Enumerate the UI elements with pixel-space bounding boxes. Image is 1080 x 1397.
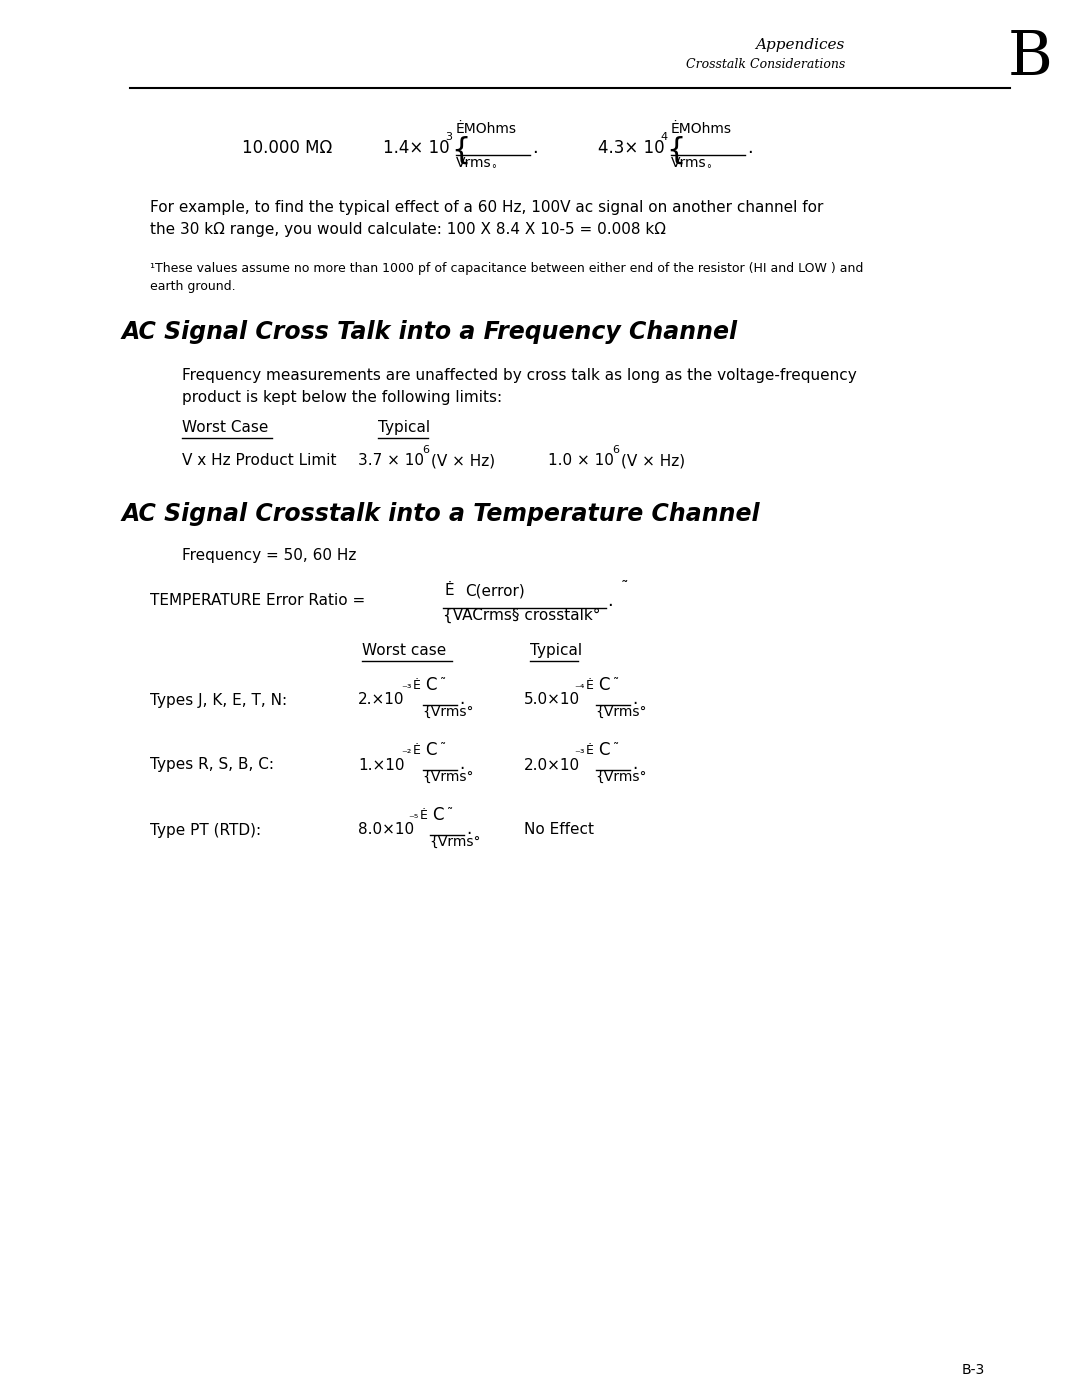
Text: ˜: ˜ (447, 807, 454, 820)
Text: °: ° (706, 163, 711, 175)
Text: ⁻⁴: ⁻⁴ (573, 685, 584, 694)
Text: No Effect: No Effect (524, 823, 594, 837)
Text: ˜: ˜ (440, 678, 446, 690)
Text: 4: 4 (660, 131, 667, 142)
Text: C: C (426, 676, 436, 694)
Text: Vrms: Vrms (671, 156, 706, 170)
Text: Frequency measurements are unaffected by cross talk as long as the voltage-frequ: Frequency measurements are unaffected by… (183, 367, 856, 383)
Text: {Vrms°: {Vrms° (595, 705, 647, 719)
Text: B-3: B-3 (962, 1363, 985, 1377)
Text: C: C (598, 740, 609, 759)
Text: V x Hz Product Limit: V x Hz Product Limit (183, 453, 337, 468)
Text: 5.0×10: 5.0×10 (524, 693, 580, 707)
Text: 6: 6 (612, 446, 619, 455)
Text: {Vrms°: {Vrms° (422, 770, 473, 784)
Text: For example, to find the typical effect of a 60 Hz, 100V ac signal on another ch: For example, to find the typical effect … (150, 200, 823, 215)
Text: 3.7 × 10: 3.7 × 10 (357, 453, 424, 468)
Text: ⁻⁵: ⁻⁵ (408, 814, 418, 824)
Text: Ė: Ė (413, 679, 421, 692)
Text: ⁻³: ⁻³ (401, 685, 411, 694)
Text: {Vrms°: {Vrms° (422, 705, 473, 719)
Text: Types J, K, E, T, N:: Types J, K, E, T, N: (150, 693, 287, 707)
Text: earth ground.: earth ground. (150, 279, 235, 293)
Text: B: B (1008, 28, 1052, 88)
Text: 1.4× 10: 1.4× 10 (383, 138, 449, 156)
Text: {Vrms°: {Vrms° (429, 835, 481, 849)
Text: the 30 kΩ range, you would calculate: 100 X 8.4 X 10-5 = 0.008 kΩ: the 30 kΩ range, you would calculate: 10… (150, 222, 666, 237)
Text: ĖMOhms: ĖMOhms (671, 122, 732, 136)
Text: C: C (598, 676, 609, 694)
Text: .: . (632, 754, 637, 773)
Text: TEMPERATURE Error Ratio =: TEMPERATURE Error Ratio = (150, 592, 365, 608)
Text: Crosstalk Considerations: Crosstalk Considerations (686, 59, 845, 71)
Text: Ė: Ė (413, 745, 421, 757)
Text: 8.0×10: 8.0×10 (357, 823, 414, 837)
Text: Ė: Ė (586, 679, 594, 692)
Text: Appendices: Appendices (756, 38, 845, 52)
Text: ¹These values assume no more than 1000 pf of capacitance between either end of t: ¹These values assume no more than 1000 p… (150, 263, 863, 275)
Text: Worst case: Worst case (362, 643, 446, 658)
Text: .: . (465, 820, 471, 838)
Text: 1.×10: 1.×10 (357, 757, 405, 773)
Text: C: C (426, 740, 436, 759)
Text: .: . (459, 690, 464, 708)
Text: {VACrms§ crosstalk°: {VACrms§ crosstalk° (443, 608, 600, 623)
Text: AC Signal Cross Talk into a Frequency Channel: AC Signal Cross Talk into a Frequency Ch… (122, 320, 738, 344)
Text: Ė: Ė (445, 583, 455, 598)
Text: Type PT (RTD):: Type PT (RTD): (150, 823, 261, 837)
Text: 1.0 × 10: 1.0 × 10 (548, 453, 613, 468)
Text: ˜: ˜ (440, 742, 446, 754)
Text: 4.3× 10: 4.3× 10 (598, 138, 664, 156)
Text: product is kept below the following limits:: product is kept below the following limi… (183, 390, 502, 405)
Text: ⁻³: ⁻³ (573, 749, 584, 759)
Text: .: . (607, 592, 612, 610)
Text: ⁻²: ⁻² (401, 749, 411, 759)
Text: ˜: ˜ (621, 580, 629, 595)
Text: Vrms: Vrms (456, 156, 491, 170)
Text: 10.000 MΩ: 10.000 MΩ (242, 138, 333, 156)
Text: {Vrms°: {Vrms° (595, 770, 647, 784)
Text: °: ° (491, 163, 496, 175)
Text: Frequency = 50, 60 Hz: Frequency = 50, 60 Hz (183, 548, 356, 563)
Text: Typical: Typical (530, 643, 582, 658)
Text: AC Signal Crosstalk into a Temperature Channel: AC Signal Crosstalk into a Temperature C… (122, 502, 760, 527)
Text: ˜: ˜ (613, 678, 619, 690)
Text: C(error): C(error) (465, 583, 525, 598)
Text: 3: 3 (445, 131, 453, 142)
Text: .: . (747, 138, 753, 156)
Text: .: . (632, 690, 637, 708)
Text: Typical: Typical (378, 420, 430, 434)
Text: 6: 6 (422, 446, 429, 455)
Text: 2.×10: 2.×10 (357, 693, 405, 707)
Text: ĖMOhms: ĖMOhms (456, 122, 517, 136)
Text: {: { (451, 136, 471, 165)
Text: Types R, S, B, C:: Types R, S, B, C: (150, 757, 274, 773)
Text: Ė: Ė (586, 745, 594, 757)
Text: (V × Hz): (V × Hz) (431, 453, 495, 468)
Text: Ė: Ė (420, 809, 428, 821)
Text: .: . (532, 138, 538, 156)
Text: (V × Hz): (V × Hz) (621, 453, 685, 468)
Text: {: { (666, 136, 686, 165)
Text: .: . (459, 754, 464, 773)
Text: Worst Case: Worst Case (183, 420, 268, 434)
Text: C: C (432, 806, 444, 824)
Text: 2.0×10: 2.0×10 (524, 757, 580, 773)
Text: ˜: ˜ (613, 742, 619, 754)
